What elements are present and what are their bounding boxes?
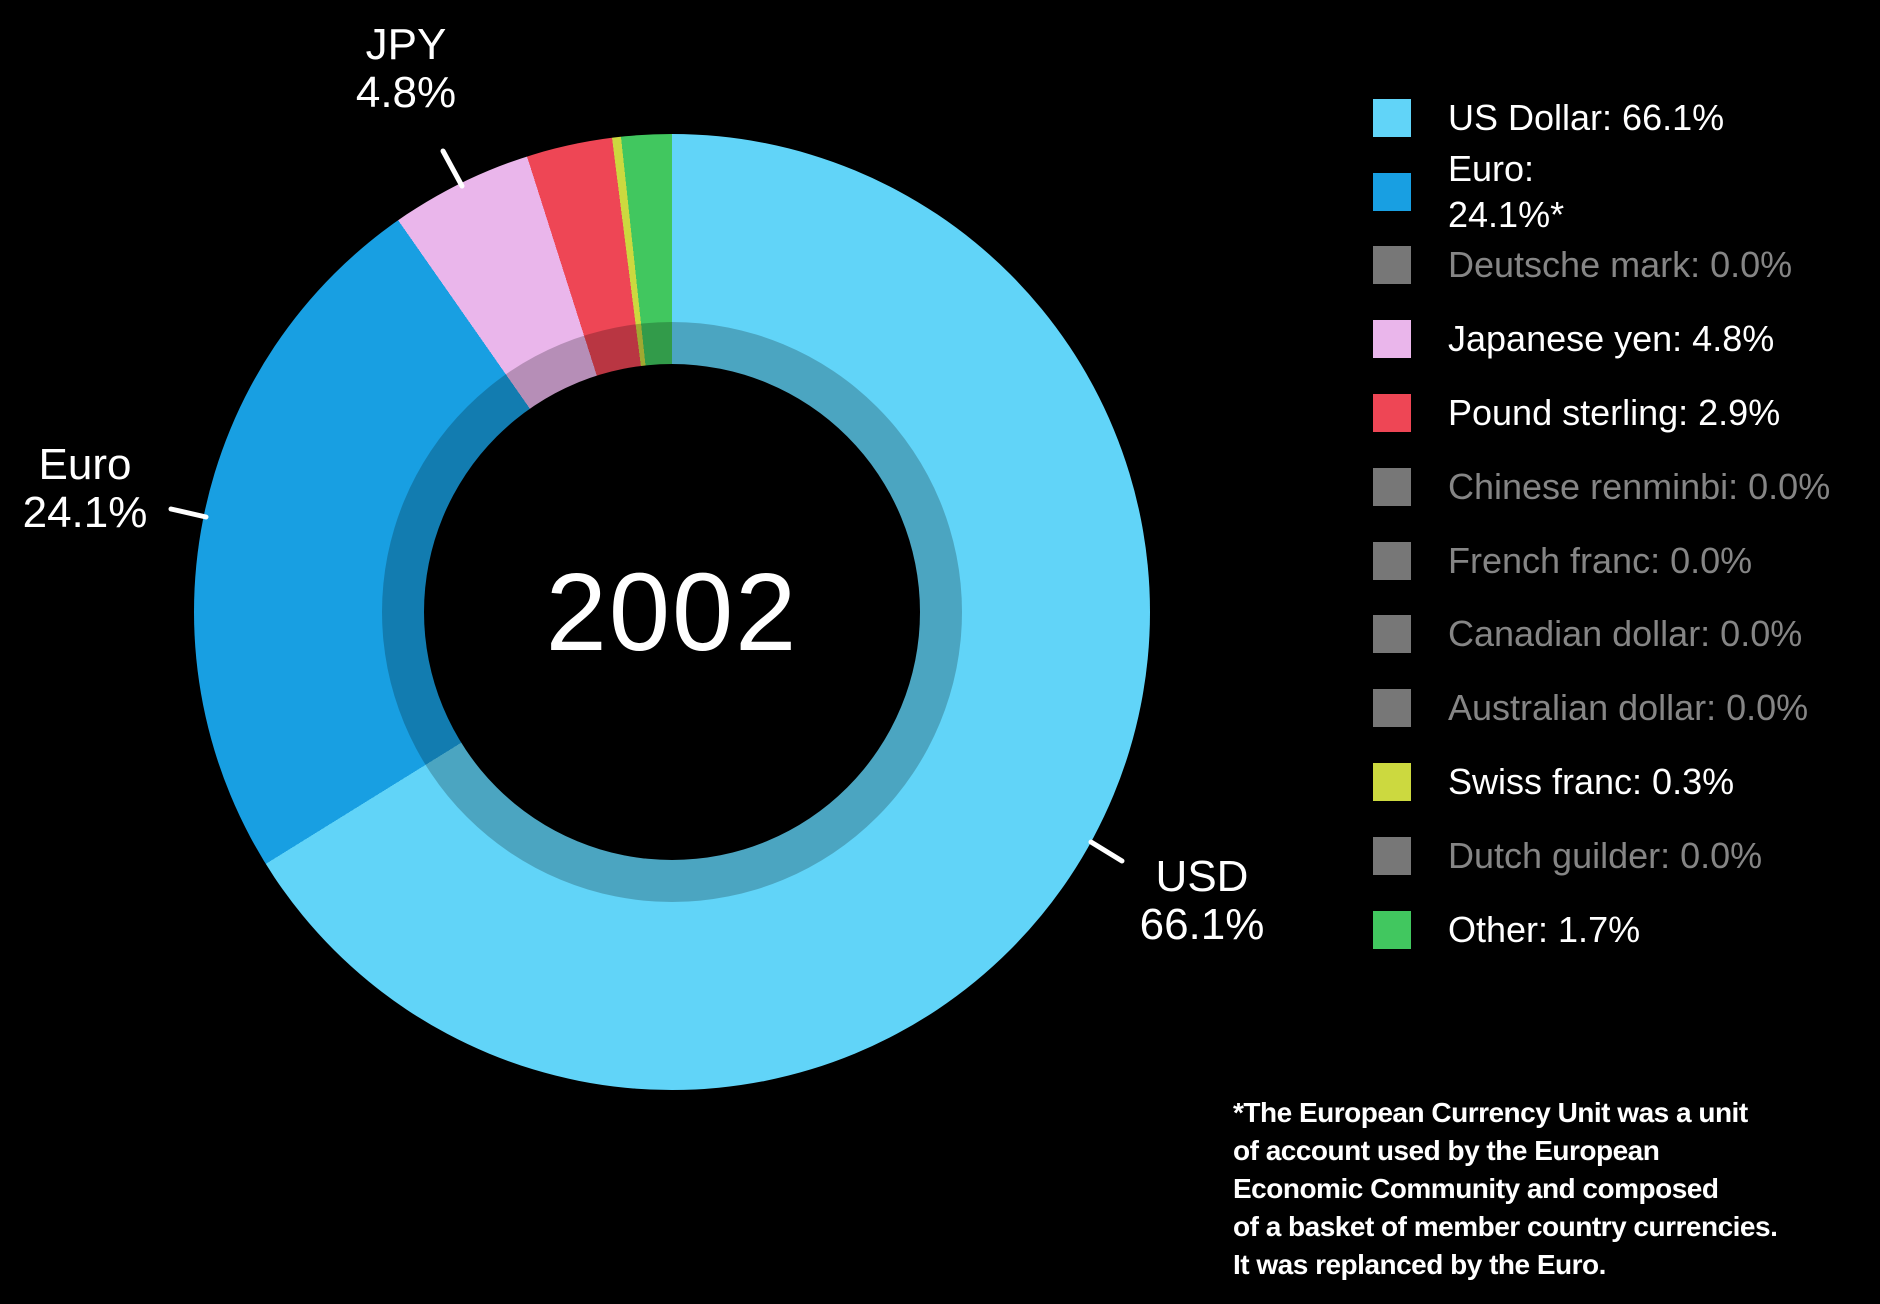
usd-callout-line1: USD <box>1155 852 1249 901</box>
jpy-callout-line1: JPY <box>365 20 447 69</box>
legend-row-australian-dollar: Australian dollar: 0.0% <box>1373 671 1830 745</box>
legend-row-japanese-yen: Japanese yen: 4.8% <box>1373 302 1830 376</box>
legend: US Dollar: 66.1% Euro: 24.1%* Deutsche m… <box>1373 81 1830 967</box>
dutch-guilder-swatch <box>1373 836 1411 875</box>
legend-label: Deutsche mark: 0.0% <box>1448 244 1793 286</box>
legend-row-deutsche-mark: Deutsche mark: 0.0% <box>1373 229 1830 303</box>
chinese-renminbi-swatch <box>1373 467 1411 506</box>
legend-row-dutch-guilder: Dutch guilder: 0.0% <box>1373 819 1830 893</box>
other-swatch <box>1373 910 1411 949</box>
jpy-callout-label: JPY 4.8% <box>276 21 536 117</box>
swiss-franc-swatch <box>1373 763 1411 802</box>
legend-label: Australian dollar: 0.0% <box>1448 687 1809 729</box>
euro-callout-line2: 24.1% <box>22 488 148 537</box>
legend-label: Swiss franc: 0.3% <box>1448 761 1735 803</box>
french-franc-swatch <box>1373 541 1411 580</box>
jpy-callout-line2: 4.8% <box>355 68 457 117</box>
legend-label: Japanese yen: 4.8% <box>1448 318 1775 360</box>
deutsche-mark-swatch <box>1373 246 1411 285</box>
legend-row-chinese-renminbi: Chinese renminbi: 0.0% <box>1373 450 1830 524</box>
us-dollar-swatch <box>1373 98 1411 137</box>
usd-callout-line2: 66.1% <box>1139 900 1265 949</box>
legend-row-euro: Euro: 24.1%* <box>1373 148 1830 235</box>
legend-row-canadian-dollar: Canadian dollar: 0.0% <box>1373 598 1830 672</box>
canadian-dollar-swatch <box>1373 615 1411 654</box>
legend-row-other: Other: 1.7% <box>1373 893 1830 967</box>
euro-footnote: *The European Currency Unit was a unit o… <box>1233 1097 1778 1280</box>
legend-label: Chinese renminbi: 0.0% <box>1448 465 1831 507</box>
donut-hole: 2002 <box>424 364 920 860</box>
usd-callout-label: USD 66.1% <box>1072 853 1332 949</box>
australian-dollar-swatch <box>1373 689 1411 728</box>
legend-row-french-franc: French franc: 0.0% <box>1373 524 1830 598</box>
legend-label: French franc: 0.0% <box>1448 539 1753 581</box>
legend-row-pound-sterling: Pound sterling: 2.9% <box>1373 376 1830 450</box>
euro-callout-label: Euro 24.1% <box>0 441 215 537</box>
japanese-yen-swatch <box>1373 320 1411 359</box>
pound-sterling-swatch <box>1373 394 1411 433</box>
legend-row-swiss-franc: Swiss franc: 0.3% <box>1373 745 1830 819</box>
legend-label: Dutch guilder: 0.0% <box>1448 834 1763 876</box>
euro-swatch <box>1373 172 1411 211</box>
legend-label: Euro: 24.1%* <box>1448 147 1565 235</box>
legend-label: US Dollar: 66.1% <box>1448 96 1725 138</box>
legend-row-us-dollar: US Dollar: 66.1% <box>1373 81 1830 155</box>
legend-label: Other: 1.7% <box>1448 908 1641 950</box>
jpy-callout-tick <box>440 148 465 189</box>
year-label: 2002 <box>545 550 799 674</box>
legend-label: Canadian dollar: 0.0% <box>1448 613 1803 655</box>
legend-label: Pound sterling: 2.9% <box>1448 392 1781 434</box>
euro-callout-line1: Euro <box>38 440 132 489</box>
